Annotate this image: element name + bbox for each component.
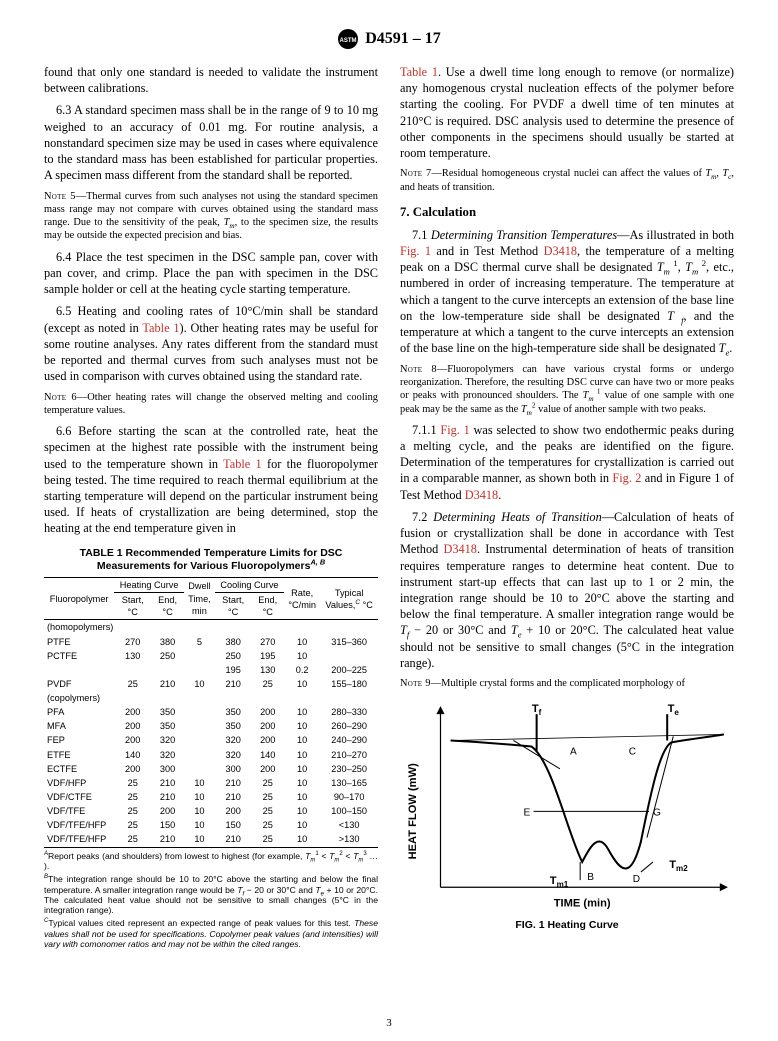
para-6-4: 6.4 Place the test specimen in the DSC s…	[44, 249, 378, 298]
para-7-2: 7.2 Determining Heats of Transition—Calc…	[400, 509, 734, 671]
table-1-footnote-b: BThe integration range should be 10 to 2…	[44, 874, 378, 915]
col-heating-end: End,°C	[151, 593, 184, 620]
fig-xlabel: TIME (min)	[554, 898, 611, 910]
col-dwell: DwellTime,min	[184, 577, 215, 619]
ref-d3418[interactable]: D3418	[544, 244, 577, 258]
note-9-label: Note 9	[400, 678, 431, 689]
svg-text:B: B	[587, 873, 594, 884]
table-row: VDF/CTFE2521010210251090–170	[44, 790, 378, 804]
ref-d3418[interactable]: D3418	[465, 488, 498, 502]
ref-table-1[interactable]: Table 1	[142, 321, 179, 335]
figure-1: HEAT FLOW (mW) TIME (min) Tf Te	[400, 700, 734, 933]
table-1-footnote-c: CTypical values cited represent an expec…	[44, 918, 378, 949]
svg-text:A: A	[570, 747, 577, 758]
table-row: ECTFE20030030020010230–250	[44, 762, 378, 776]
svg-text:E: E	[523, 808, 530, 819]
table-row: ETFE14032032014010210–270	[44, 748, 378, 762]
note-5: Note 5—Thermal curves from such analyses…	[44, 190, 378, 243]
table-row: PFA20035035020010280–330	[44, 705, 378, 719]
para-7-1: 7.1 Determining Transition Temperatures—…	[400, 227, 734, 357]
col-heating-start: Start,°C	[114, 593, 151, 620]
table-section: (copolymers)	[44, 691, 378, 705]
col-rate: Rate,°C/min	[284, 577, 320, 619]
table-row: VDF/TFE25200102002510100–150	[44, 804, 378, 818]
para-6-2-continuation: found that only one standard is needed t…	[44, 64, 378, 96]
table-row: 1951300.2200–225	[44, 663, 378, 677]
col-typical: TypicalValues,C °C	[320, 577, 378, 619]
para-6-6-right: Table 1. Use a dwell time long enough to…	[400, 64, 734, 161]
para-6-5: 6.5 Heating and cooling rates of 10°C/mi…	[44, 303, 378, 384]
svg-text:ASTM: ASTM	[340, 38, 357, 44]
table-row: MFA20035035020010260–290	[44, 719, 378, 733]
table-row: FEP20032032020010240–290	[44, 733, 378, 747]
note-6: Note 6—Other heating rates will change t…	[44, 391, 378, 418]
ref-fig-1[interactable]: Fig. 1	[440, 423, 469, 437]
table-1-footnote-a: AReport peaks (and shoulders) from lowes…	[44, 851, 378, 872]
svg-text:D: D	[633, 875, 640, 886]
page-number: 3	[0, 1017, 778, 1029]
table-section: (homopolymers)	[44, 620, 378, 635]
table-row: VDF/TFE/HFP25210102102510>130	[44, 832, 378, 847]
table-row: PCTFE13025025019510	[44, 649, 378, 663]
table-row: PVDF25210102102510155–180	[44, 677, 378, 691]
col-cooling-end: End,°C	[251, 593, 284, 620]
col-cooling: Cooling Curve	[215, 577, 284, 592]
note-7: Note 7—Residual homogeneous crystal nucl…	[400, 167, 734, 194]
ref-table-1[interactable]: Table 1	[223, 457, 262, 471]
note-6-label: Note 6	[44, 392, 77, 403]
heating-curve-svg: HEAT FLOW (mW) TIME (min) Tf Te	[400, 700, 734, 913]
section-7-heading: 7. Calculation	[400, 204, 734, 221]
note-7-label: Note 7	[400, 168, 432, 179]
ref-d3418[interactable]: D3418	[443, 542, 476, 556]
table-row: PTFE270380538027010315–360	[44, 635, 378, 649]
col-heating: Heating Curve	[114, 577, 184, 592]
svg-text:C: C	[629, 747, 636, 758]
page-header: ASTM D4591 – 17	[44, 28, 734, 50]
note-9: Note 9—Multiple crystal forms and the co…	[400, 677, 734, 690]
designation: D4591 – 17	[365, 30, 441, 48]
table-1: TABLE 1 Recommended Temperature Limits f…	[44, 547, 378, 950]
table-row: VDF/TFE/HFP25150101502510<130	[44, 818, 378, 832]
ref-fig-1[interactable]: Fig. 1	[400, 244, 431, 258]
col-fluoropolymer: Fluoropolymer	[44, 577, 114, 619]
table-row: VDF/HFP25210102102510130–165	[44, 776, 378, 790]
fig-ylabel: HEAT FLOW (mW)	[407, 763, 419, 859]
para-7-1-1: 7.1.1 Fig. 1 was selected to show two en…	[400, 422, 734, 503]
para-6-6-left: 6.6 Before starting the scan at the cont…	[44, 423, 378, 537]
col-cooling-start: Start,°C	[215, 593, 252, 620]
ref-table-1[interactable]: Table 1	[400, 65, 438, 79]
ref-fig-2[interactable]: Fig. 2	[612, 471, 641, 485]
note-8-label: Note 8	[400, 364, 437, 375]
svg-text:G: G	[653, 808, 661, 819]
figure-1-caption: FIG. 1 Heating Curve	[400, 919, 734, 933]
two-column-body: found that only one standard is needed t…	[44, 64, 734, 949]
note-5-label: Note 5	[44, 191, 76, 202]
table-1-title: TABLE 1 Recommended Temperature Limits f…	[44, 547, 378, 573]
para-6-3: 6.3 A standard specimen mass shall be in…	[44, 102, 378, 183]
note-8: Note 8—Fluoropolymers can have various c…	[400, 363, 734, 416]
astm-logo-icon: ASTM	[337, 28, 359, 50]
